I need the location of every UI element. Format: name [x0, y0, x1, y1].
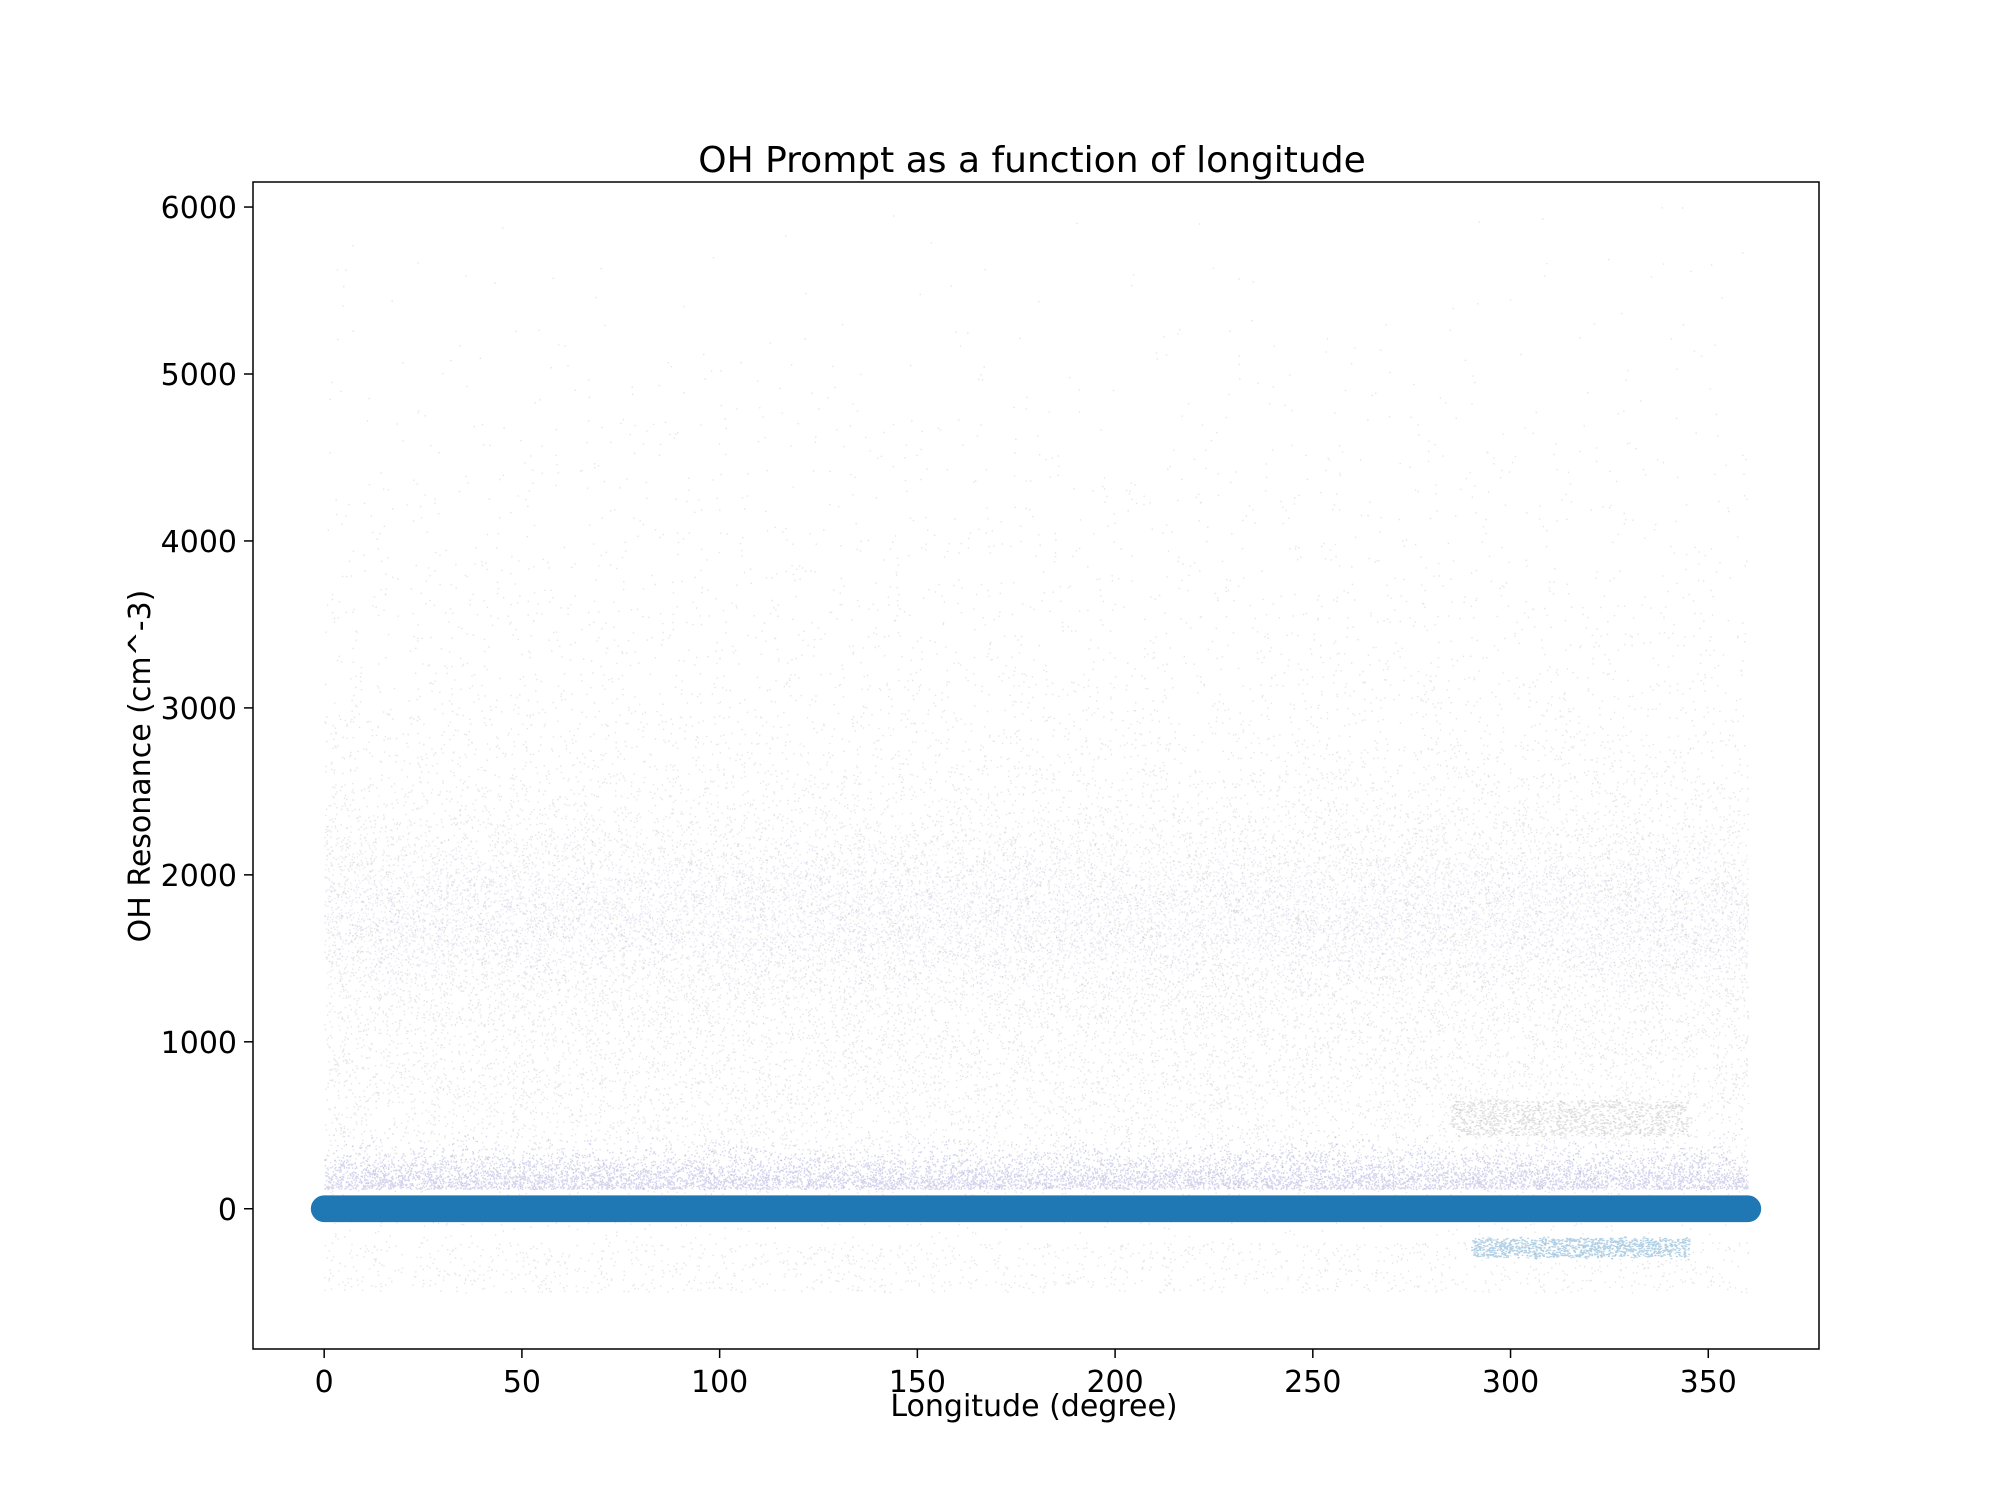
x-tick-label: 0 — [315, 1365, 334, 1400]
plot-area — [310, 207, 1762, 1294]
y-tick-label: 0 — [218, 1193, 237, 1228]
scatter-core-band — [310, 1195, 1762, 1223]
x-tick-label: 300 — [1482, 1365, 1539, 1400]
y-tick-label: 2000 — [161, 859, 237, 894]
y-axis-ticks: 0 1000 2000 3000 4000 5000 6000 — [161, 191, 253, 1228]
x-tick-label: 100 — [691, 1365, 748, 1400]
x-tick-label: 250 — [1284, 1365, 1341, 1400]
y-tick-label: 1000 — [161, 1026, 237, 1061]
scatter-points-core — [310, 1195, 1762, 1223]
y-axis-label: OH Resonance (cm^-3) — [123, 590, 158, 943]
axes-frame — [252, 181, 1820, 1350]
scatter-density-cloud — [324, 207, 1750, 1294]
chart-title: OH Prompt as a function of longitude — [698, 140, 1365, 181]
x-axis-label: Longitude (degree) — [890, 1389, 1177, 1424]
scatter-points-core-fringe — [324, 1116, 1749, 1191]
scatter-local-features — [1451, 1099, 1691, 1261]
scatter-feature-streak — [1451, 1099, 1691, 1138]
x-tick-label: 50 — [503, 1365, 541, 1400]
x-tick-label: 350 — [1680, 1365, 1737, 1400]
y-tick-label: 3000 — [161, 692, 237, 727]
y-tick-label: 5000 — [161, 358, 237, 393]
scatter-feature-streak — [1471, 1236, 1691, 1261]
y-tick-label: 6000 — [161, 191, 237, 226]
y-tick-label: 4000 — [161, 525, 237, 560]
x-tick-label: 200 — [1086, 1365, 1143, 1400]
x-tick-label: 150 — [889, 1365, 946, 1400]
x-axis-ticks: 0 50 100 150 200 250 300 350 — [315, 1349, 1737, 1400]
